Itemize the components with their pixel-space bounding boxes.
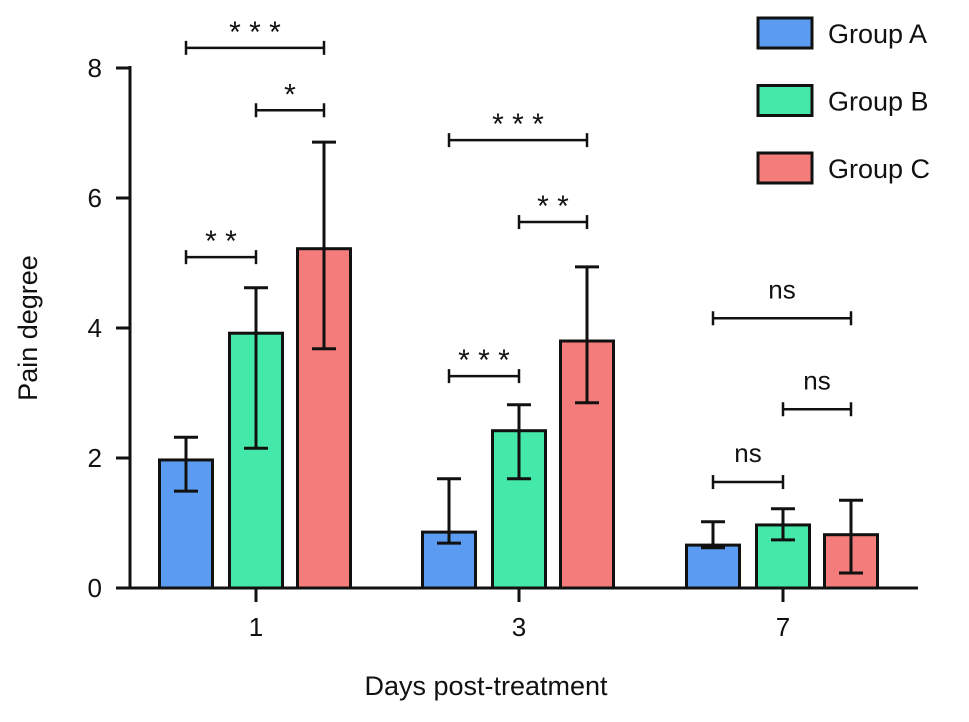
legend-swatch-2 xyxy=(756,84,814,117)
bar-group-a-day-3 xyxy=(421,530,477,590)
y-tick-label: 0 xyxy=(88,573,102,603)
significance-label: * * * xyxy=(229,16,281,49)
y-tick-label: 2 xyxy=(88,443,102,473)
significance-label: ns xyxy=(803,365,830,395)
legend-label: Group B xyxy=(828,87,929,117)
y-axis-label: Pain degree xyxy=(13,255,43,401)
legend-swatch-3 xyxy=(756,151,814,185)
legend: Group A Group B Group C xyxy=(756,16,930,185)
x-tick-label: 1 xyxy=(249,612,263,642)
significance-label: * * * xyxy=(492,108,544,141)
legend-label: Group C xyxy=(828,154,930,184)
bar-group-a-day-7 xyxy=(685,543,741,590)
x-axis-label: Days post-treatment xyxy=(364,671,608,701)
significance-label: * * xyxy=(205,225,237,258)
y-tick-label: 4 xyxy=(88,313,102,343)
significance-label: * xyxy=(284,78,296,111)
x-tick-label: 7 xyxy=(776,612,790,642)
significance-label: * * xyxy=(537,190,569,223)
legend-label: Group A xyxy=(828,19,927,49)
bars xyxy=(158,140,879,590)
significance-label: ns xyxy=(734,438,761,468)
significance-label: ns xyxy=(768,274,795,304)
significance-label: * * * xyxy=(458,344,510,377)
y-tick-label: 8 xyxy=(88,53,102,83)
legend-swatch-1 xyxy=(756,16,814,50)
y-tick-label: 6 xyxy=(88,183,102,213)
x-tick-label: 3 xyxy=(512,612,526,642)
